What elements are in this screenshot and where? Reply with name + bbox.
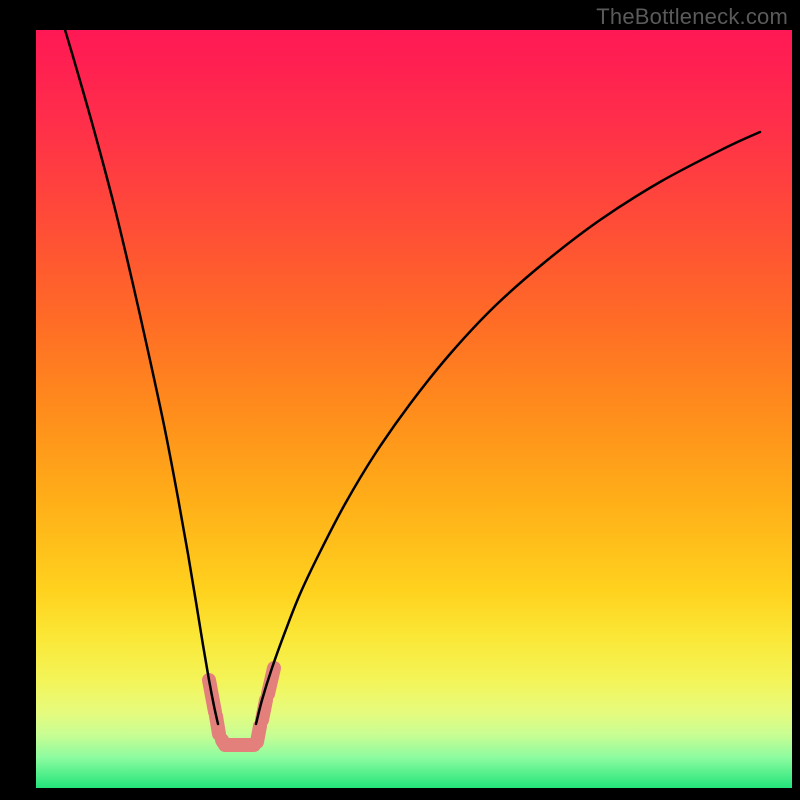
plot-area: [36, 30, 792, 788]
curve-layer: [36, 30, 792, 788]
segment-piece: [257, 726, 260, 742]
chart-container: TheBottleneck.com: [0, 0, 800, 800]
segment-piece: [262, 700, 266, 720]
curve-right-branch: [256, 132, 760, 724]
pink-segments: [209, 668, 274, 745]
curve-left-branch: [56, 0, 218, 724]
watermark-text: TheBottleneck.com: [596, 4, 788, 30]
